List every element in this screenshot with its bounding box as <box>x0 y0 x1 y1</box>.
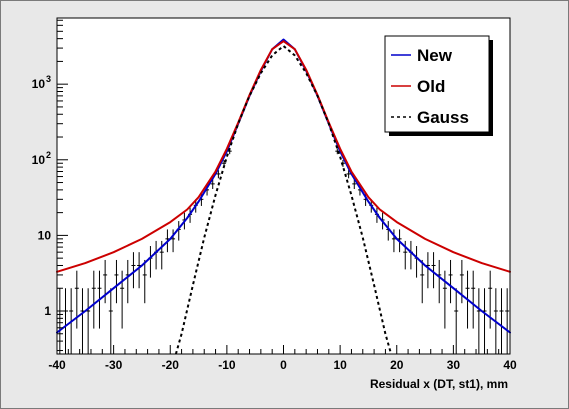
x-axis-title: Residual x (DT, st1), mm <box>370 377 508 391</box>
y-tick-label: 10 <box>32 77 46 91</box>
data-point <box>391 229 396 253</box>
y-tick-label: 1 <box>44 304 51 318</box>
legend: New Old Gauss <box>384 35 493 136</box>
x-tick-label: -10 <box>218 358 236 372</box>
data-point <box>505 288 510 354</box>
series-line-old <box>56 40 511 273</box>
x-tick-label: 20 <box>390 358 404 372</box>
data-point <box>74 270 79 329</box>
data-point <box>108 288 113 354</box>
x-tick-label: 0 <box>280 358 287 372</box>
data-point <box>352 179 357 189</box>
data-point <box>142 259 147 304</box>
series-line-gauss <box>174 45 393 355</box>
data-point <box>454 288 459 354</box>
data-points-group <box>57 148 510 354</box>
x-tick-label: -40 <box>48 358 66 372</box>
series-line-new <box>56 38 511 334</box>
curves-group <box>56 38 511 355</box>
x-tick-label: -20 <box>162 358 180 372</box>
x-tick-label: 40 <box>503 358 517 372</box>
x-tick-label: -30 <box>105 358 123 372</box>
data-point <box>499 288 504 354</box>
data-point <box>431 252 436 289</box>
legend-box <box>384 35 490 133</box>
legend-label-old: Old <box>417 77 445 96</box>
legend-label-gauss: Gauss <box>417 108 469 127</box>
data-point <box>131 252 136 289</box>
data-point <box>471 270 476 329</box>
y-tick-label: 10 <box>38 228 52 242</box>
data-point <box>91 270 96 329</box>
data-point <box>171 229 176 253</box>
data-point <box>216 170 221 179</box>
x-tick-label: 30 <box>447 358 461 372</box>
legend-label-new: New <box>417 46 453 65</box>
x-tick-label: 10 <box>333 358 347 372</box>
y-tick-exponent: 3 <box>46 74 51 84</box>
y-tick-exponent: 2 <box>46 150 51 160</box>
y-tick-label: 10 <box>32 153 46 167</box>
data-point <box>346 170 351 179</box>
data-point <box>420 259 425 304</box>
data-point <box>210 179 215 189</box>
data-point <box>488 270 493 329</box>
data-point <box>448 259 453 304</box>
data-point <box>114 259 119 304</box>
